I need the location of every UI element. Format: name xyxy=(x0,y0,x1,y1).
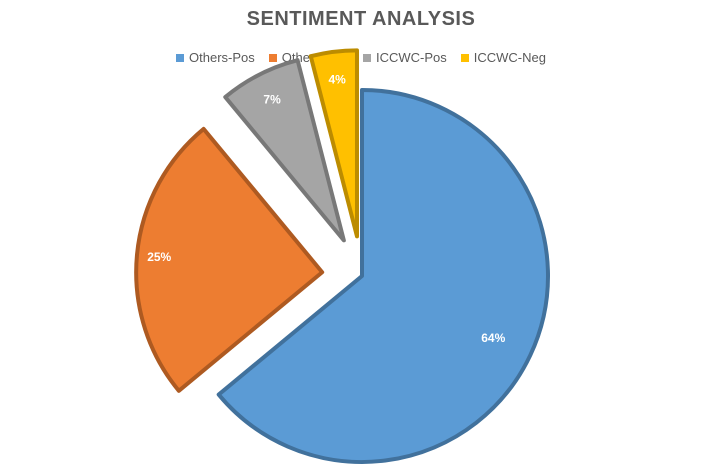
pie-slice-others-pos xyxy=(216,88,550,464)
legend-swatch xyxy=(176,53,185,62)
pie-slice-others-neg xyxy=(134,126,325,393)
legend-swatch xyxy=(460,53,469,62)
pie-slice-iccwc-pos xyxy=(223,58,346,243)
legend-swatch xyxy=(362,53,371,62)
chart-title: SENTIMENT ANALYSIS xyxy=(246,8,476,30)
legend-label: ICCWC-Neg xyxy=(473,50,546,65)
data-label-iccwc-neg: 4% xyxy=(328,72,346,86)
legend-item-iccwc-neg: ICCWC-Neg xyxy=(460,50,546,65)
data-label-iccwc-pos: 7% xyxy=(263,92,281,106)
legend-item-others-pos: Others-Pos xyxy=(176,50,255,65)
legend-label: ICCWC-Pos xyxy=(375,50,447,65)
legend-label: Others-Pos xyxy=(189,50,255,65)
pie-slice-iccwc-neg xyxy=(308,48,359,239)
legend-swatch xyxy=(268,53,277,62)
legend-item-iccwc-pos: ICCWC-Pos xyxy=(362,50,447,65)
data-label-others-neg: 25% xyxy=(147,250,171,264)
data-label-others-pos: 64% xyxy=(481,331,505,345)
